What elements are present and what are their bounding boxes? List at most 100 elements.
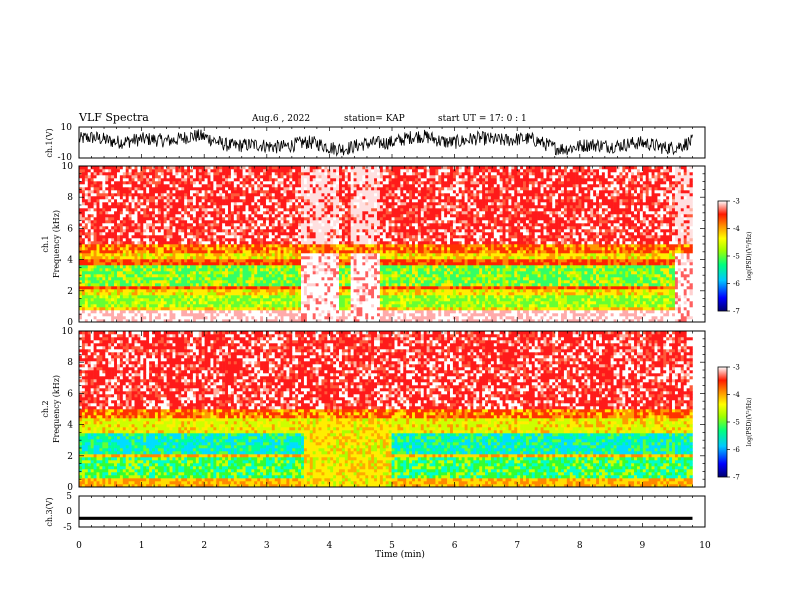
spectrogram-cell: [324, 310, 327, 313]
spectrogram-cell: [99, 211, 102, 214]
spectrogram-cell: [132, 232, 135, 235]
spectrogram-cell: [82, 241, 85, 244]
spectrogram-cell: [321, 247, 324, 250]
spectrogram-cell: [126, 268, 129, 271]
spectrogram-cell: [135, 313, 138, 316]
spectrogram-cell: [324, 217, 327, 220]
spectrogram-cell: [111, 265, 114, 268]
spectrogram-cell: [184, 244, 187, 247]
spectrogram-cell: [149, 313, 152, 316]
spectrogram-cell: [345, 280, 348, 283]
spectrogram-cell: [123, 247, 126, 250]
spectrogram-cell: [324, 226, 327, 229]
spectrogram-cell: [120, 274, 123, 277]
spectrogram-cell: [114, 271, 117, 274]
spectrogram-cell: [187, 289, 190, 292]
spectrogram-cell: [155, 187, 158, 190]
spectrogram-cell: [187, 280, 190, 283]
spectrogram-cell: [213, 238, 216, 241]
spectrogram-cell: [178, 211, 181, 214]
spectrogram-cell: [240, 310, 243, 313]
spectrogram-cell: [167, 187, 170, 190]
spectrogram-cell: [216, 238, 219, 241]
spectrogram-cell: [208, 211, 211, 214]
spectrogram-cell: [225, 280, 228, 283]
spectrogram-cell: [123, 274, 126, 277]
spectrogram-cell: [310, 187, 313, 190]
spectrogram-cell: [254, 208, 257, 211]
spectrogram-cell: [120, 199, 123, 202]
spectrogram-cell: [126, 280, 129, 283]
spectrogram-cell: [105, 268, 108, 271]
spectrogram-cell: [190, 298, 193, 301]
spectrogram-cell: [161, 298, 164, 301]
spectrogram-cell: [316, 217, 319, 220]
spectrogram-cell: [175, 310, 178, 313]
spectrogram-cell: [243, 226, 246, 229]
spectrogram-cell: [152, 280, 155, 283]
spectrogram-cell: [330, 175, 333, 178]
spectrogram-cell: [140, 304, 143, 307]
spectrogram-cell: [193, 211, 196, 214]
spectrogram-cell: [310, 298, 313, 301]
spectrogram-cell: [190, 190, 193, 193]
spectrogram-cell: [319, 268, 322, 271]
spectrogram-cell: [234, 214, 237, 217]
spectrogram-cell: [292, 193, 295, 196]
spectrogram-cell: [135, 262, 138, 265]
spectrogram-cell: [272, 298, 275, 301]
spectrogram-cell: [260, 295, 263, 298]
spectrogram-cell: [339, 229, 342, 232]
spectrogram-cell: [292, 244, 295, 247]
spectrogram-cell: [152, 193, 155, 196]
spectrogram-cell: [254, 247, 257, 250]
spectrogram-cell: [246, 241, 249, 244]
spectrogram-cell: [281, 217, 284, 220]
spectrogram-cell: [275, 220, 278, 223]
spectrogram-cell: [321, 229, 324, 232]
spectrogram-cell: [82, 223, 85, 226]
spectrogram-cell: [342, 298, 345, 301]
spectrogram-cell: [330, 211, 333, 214]
spectrogram-cell: [170, 307, 173, 310]
spectrogram-cell: [243, 175, 246, 178]
spectrogram-cell: [120, 172, 123, 175]
spectrogram-cell: [213, 268, 216, 271]
spectrogram-cell: [286, 247, 289, 250]
spectrogram-cell: [348, 262, 351, 265]
spectrogram-cell: [237, 187, 240, 190]
spectrogram-cell: [137, 259, 140, 262]
spectrogram-cell: [210, 235, 213, 238]
spectrogram-cell: [135, 181, 138, 184]
spectrogram-cell: [345, 241, 348, 244]
spectrogram-cell: [254, 187, 257, 190]
spectrogram-cell: [316, 235, 319, 238]
spectrogram-cell: [272, 289, 275, 292]
spectrogram-cell: [307, 214, 310, 217]
spectrogram-cell: [272, 262, 275, 265]
spectrogram-cell: [333, 286, 336, 289]
spectrogram-cell: [172, 214, 175, 217]
spectrogram-cell: [254, 283, 257, 286]
spectrogram-cell: [196, 286, 199, 289]
spectrogram-cell: [164, 280, 167, 283]
spectrogram-cell: [254, 175, 257, 178]
spectrogram-cell: [114, 226, 117, 229]
spectrogram-cell: [248, 196, 251, 199]
spectrogram-cell: [321, 208, 324, 211]
spectrogram-cell: [266, 217, 269, 220]
spectrogram-cell: [298, 235, 301, 238]
spectrogram-cell: [237, 232, 240, 235]
spectrogram-cell: [102, 208, 105, 211]
spectrogram-cell: [187, 223, 190, 226]
spectrogram-cell: [234, 238, 237, 241]
spectrogram-cell: [202, 241, 205, 244]
spectrogram-cell: [307, 169, 310, 172]
spectrogram-cell: [327, 304, 330, 307]
spectrogram-cell: [170, 178, 173, 181]
spectrogram-cell: [175, 232, 178, 235]
spectrogram-cell: [260, 250, 263, 253]
spectrogram-cell: [184, 220, 187, 223]
spectrogram-cell: [199, 172, 202, 175]
spectrogram-cell: [210, 316, 213, 319]
